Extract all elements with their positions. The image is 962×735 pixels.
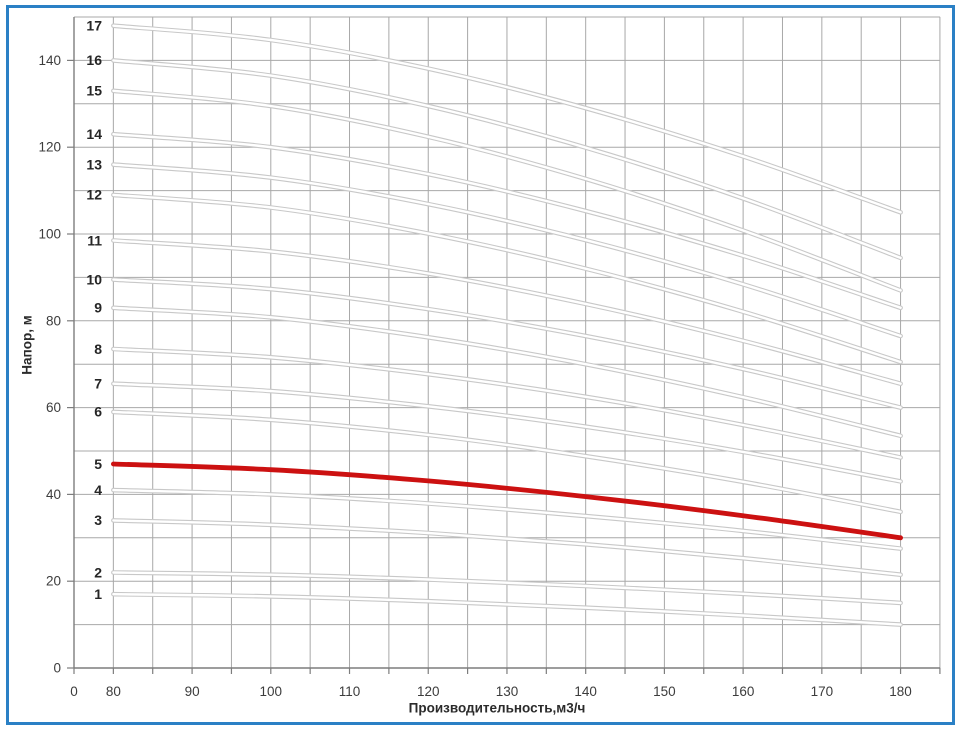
y-tick-label: 120 (38, 140, 61, 155)
y-tick-label: 40 (46, 487, 61, 502)
x-tick-label: 0 (70, 684, 78, 699)
pump-curve-core-8 (112, 347, 902, 459)
curve-label-7: 7 (94, 376, 102, 392)
pump-curve-core-13 (112, 163, 902, 338)
x-tick-label: 140 (574, 684, 597, 699)
curve-label-4: 4 (94, 482, 102, 498)
x-tick-label: 180 (889, 684, 912, 699)
pump-curve-core-17 (112, 24, 902, 214)
pump-curve-core-15 (112, 89, 902, 292)
curve-label-3: 3 (94, 512, 102, 528)
pump-curve-core-4 (112, 488, 902, 550)
pump-curve-core-7 (112, 382, 902, 483)
y-tick-label: 20 (46, 574, 61, 589)
curve-label-14: 14 (86, 126, 102, 142)
curve-label-5: 5 (94, 456, 102, 472)
pump-curve-core-2 (112, 571, 902, 605)
curve-label-1: 1 (94, 586, 102, 602)
x-tick-label: 110 (339, 684, 361, 699)
y-tick-label: 80 (46, 313, 61, 328)
curve-label-15: 15 (86, 83, 102, 99)
x-axis-title: Производительность,м3/ч (408, 700, 586, 716)
x-tick-label: 120 (417, 684, 440, 699)
curve-label-10: 10 (86, 271, 102, 287)
curve-label-11: 11 (87, 232, 102, 248)
x-tick-label: 100 (260, 684, 283, 699)
curve-label-6: 6 (94, 404, 102, 420)
pump-curve-core-9 (112, 306, 902, 437)
curve-label-9: 9 (94, 300, 102, 316)
pump-curve-core-1 (112, 593, 902, 626)
curve-label-16: 16 (86, 52, 102, 68)
pump-curve-core-6 (112, 410, 902, 513)
curve-label-2: 2 (94, 564, 102, 580)
curve-label-13: 13 (86, 156, 102, 172)
pump-curve-core-12 (112, 193, 902, 364)
curve-label-12: 12 (86, 187, 102, 203)
y-tick-label: 0 (53, 661, 61, 676)
pump-curve-core-14 (112, 133, 902, 309)
x-tick-label: 90 (185, 684, 200, 699)
pump-curve-core-10 (112, 278, 902, 409)
x-tick-label: 130 (496, 684, 519, 699)
curve-label-8: 8 (94, 341, 102, 357)
y-tick-label: 60 (46, 400, 61, 415)
pump-curve-5-highlighted (111, 461, 903, 541)
y-tick-label: 140 (38, 53, 61, 68)
x-tick-label: 150 (653, 684, 676, 699)
pump-curve-core-16 (112, 59, 902, 260)
y-tick-label: 100 (38, 227, 61, 242)
x-tick-label: 160 (732, 684, 755, 699)
curve-label-17: 17 (86, 17, 102, 33)
x-tick-label: 170 (811, 684, 834, 699)
pump-curve-core-3 (112, 519, 902, 576)
pump-curve-core-11 (112, 239, 902, 385)
x-tick-label: 80 (106, 684, 121, 699)
y-axis-title: Напор, м (19, 315, 35, 375)
